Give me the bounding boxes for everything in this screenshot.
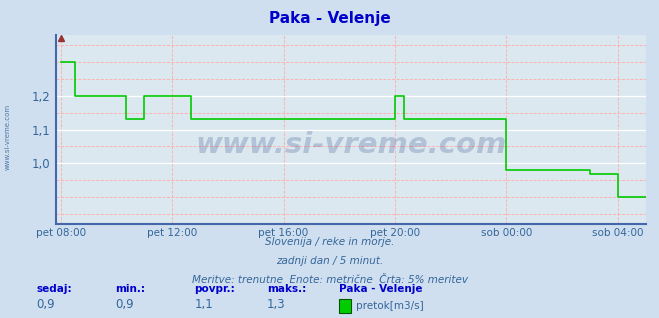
Text: www.si-vreme.com: www.si-vreme.com bbox=[5, 104, 11, 170]
Text: sedaj:: sedaj: bbox=[36, 284, 72, 294]
Text: 0,9: 0,9 bbox=[115, 298, 134, 311]
Text: Slovenija / reke in morje.: Slovenija / reke in morje. bbox=[265, 237, 394, 247]
Text: 1,1: 1,1 bbox=[194, 298, 213, 311]
Text: Paka - Velenje: Paka - Velenje bbox=[339, 284, 423, 294]
Text: povpr.:: povpr.: bbox=[194, 284, 235, 294]
Text: min.:: min.: bbox=[115, 284, 146, 294]
Text: 1,3: 1,3 bbox=[267, 298, 285, 311]
Text: www.si-vreme.com: www.si-vreme.com bbox=[195, 131, 507, 159]
Text: maks.:: maks.: bbox=[267, 284, 306, 294]
Text: 0,9: 0,9 bbox=[36, 298, 55, 311]
Text: Paka - Velenje: Paka - Velenje bbox=[269, 11, 390, 26]
Text: pretok[m3/s]: pretok[m3/s] bbox=[356, 301, 424, 311]
Text: zadnji dan / 5 minut.: zadnji dan / 5 minut. bbox=[276, 256, 383, 266]
Text: Meritve: trenutne  Enote: metrične  Črta: 5% meritev: Meritve: trenutne Enote: metrične Črta: … bbox=[192, 275, 467, 285]
